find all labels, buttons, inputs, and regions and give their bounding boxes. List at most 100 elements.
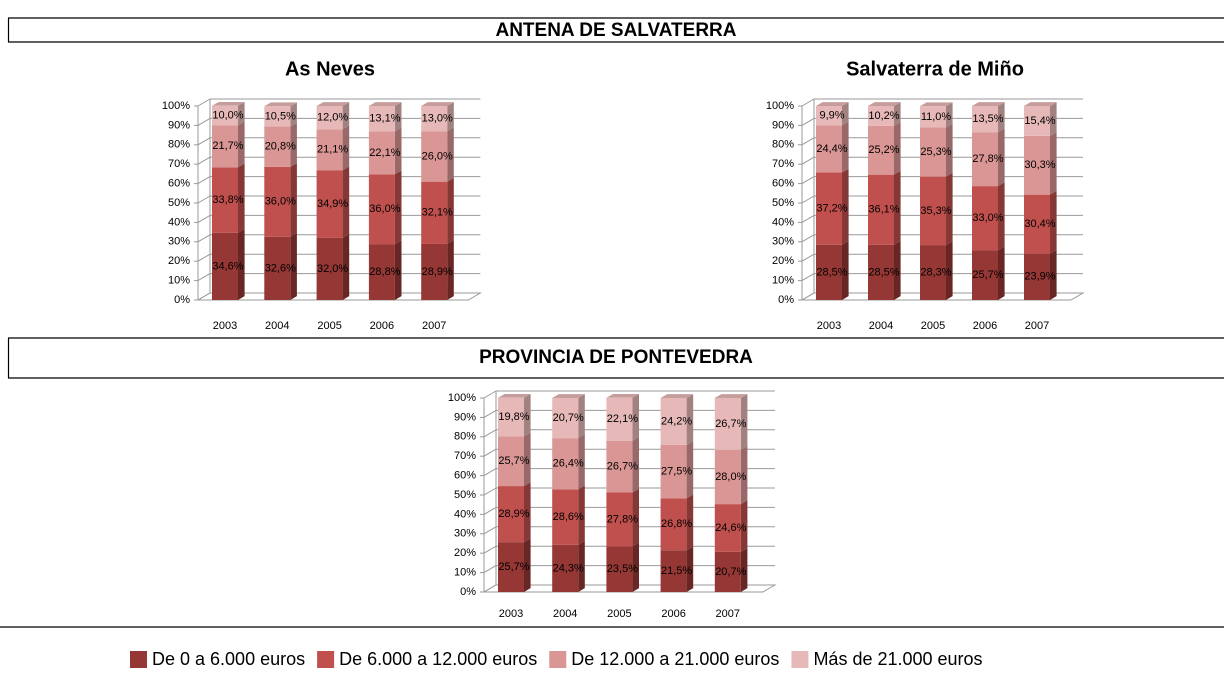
y-tick-label: 50% (454, 489, 476, 501)
bar-side (740, 500, 748, 552)
bar (421, 106, 448, 132)
bar-top (1024, 102, 1057, 106)
bar-side (342, 125, 350, 171)
x-tick-label: 2006 (661, 608, 685, 620)
bar (972, 106, 998, 133)
bar (816, 125, 842, 173)
value-label: 26,7% (715, 418, 746, 430)
bar (264, 106, 291, 127)
bar (316, 106, 343, 130)
y-tick-label: 30% (454, 528, 476, 540)
value-label: 25,7% (498, 455, 529, 467)
grid-line (197, 176, 211, 185)
grid-line (197, 137, 211, 146)
grid-line (801, 273, 815, 282)
bar (972, 186, 998, 251)
y-tick-label: 100% (766, 100, 794, 112)
bar (264, 236, 291, 300)
value-label: 30,3% (1024, 159, 1055, 171)
section-header: PROVINCIA DE PONTEVEDRA (479, 347, 753, 368)
bar-side (447, 127, 454, 182)
y-tick-label: 100% (448, 392, 476, 404)
bar-side (447, 240, 454, 300)
bar (660, 398, 687, 445)
bar (714, 449, 741, 505)
y-tick-label: 50% (772, 197, 794, 209)
grid-line (483, 565, 497, 574)
x-tick-label: 2004 (553, 608, 577, 620)
bar-top (316, 102, 350, 106)
legend-swatch (549, 651, 567, 668)
value-label: 9,9% (819, 110, 844, 122)
grid-line (197, 273, 211, 282)
bar (868, 244, 894, 300)
y-tick-label: 0% (778, 294, 794, 306)
bar-side (946, 172, 953, 246)
value-label: 27,8% (972, 153, 1003, 165)
value-label: 37,2% (816, 203, 847, 215)
bar (606, 440, 633, 493)
bar-side (524, 393, 531, 437)
value-label: 23,5% (607, 563, 638, 575)
value-label: 30,4% (1024, 218, 1055, 230)
value-label: 25,7% (972, 269, 1003, 281)
bar-side (998, 182, 1005, 251)
y-tick-label: 10% (772, 275, 794, 287)
grid-line (483, 448, 497, 457)
x-tick-label: 2007 (716, 608, 740, 620)
bar (421, 131, 448, 182)
bar (868, 125, 894, 175)
bar-top (714, 394, 748, 398)
grid-line (801, 137, 815, 146)
bar-side (946, 241, 953, 300)
y-tick-label: 60% (168, 178, 190, 190)
y-tick-label: 70% (454, 450, 476, 462)
y-tick-label: 30% (168, 236, 190, 248)
bar-side (238, 121, 245, 168)
bar-side (894, 102, 901, 126)
bar-side (1050, 190, 1057, 254)
bar-side (894, 240, 901, 300)
value-label: 20,7% (553, 412, 584, 424)
bar (816, 106, 842, 126)
value-label: 26,4% (553, 458, 584, 470)
y-tick-label: 70% (772, 158, 794, 170)
bar (816, 244, 842, 300)
value-label: 23,9% (1024, 271, 1055, 283)
bar-side (998, 246, 1005, 300)
y-tick-label: 60% (772, 178, 794, 190)
bar-side (946, 123, 953, 177)
bar (264, 126, 291, 167)
bar-side (632, 488, 639, 547)
bar-side (842, 240, 849, 300)
value-label: 27,5% (661, 466, 692, 478)
value-label: 26,7% (607, 460, 638, 472)
value-label: 21,5% (661, 565, 692, 577)
x-tick-label: 2006 (973, 320, 997, 332)
value-label: 26,0% (422, 150, 453, 162)
bar-side (342, 102, 350, 130)
legend-swatch (317, 651, 335, 668)
grid-line (483, 468, 497, 477)
bar (868, 106, 894, 126)
value-label: 12,0% (317, 112, 348, 124)
grid-line (197, 292, 211, 301)
bar (316, 129, 343, 171)
grid-line (197, 98, 211, 107)
value-label: 36,1% (868, 204, 899, 216)
x-tick-label: 2005 (607, 608, 631, 620)
bar-side (894, 121, 901, 175)
bar-side (290, 102, 297, 127)
bar-side (238, 101, 245, 126)
grid-line (483, 409, 497, 418)
bar-top (498, 393, 531, 398)
bar-side (632, 542, 639, 592)
value-label: 10,2% (868, 110, 899, 122)
y-tick-label: 20% (772, 255, 794, 267)
x-tick-label: 2003 (213, 320, 237, 332)
y-tick-label: 90% (772, 119, 794, 131)
grid-line (197, 253, 211, 262)
y-tick-label: 60% (454, 470, 476, 482)
value-label: 28,3% (920, 266, 951, 278)
bar-side (394, 127, 402, 175)
